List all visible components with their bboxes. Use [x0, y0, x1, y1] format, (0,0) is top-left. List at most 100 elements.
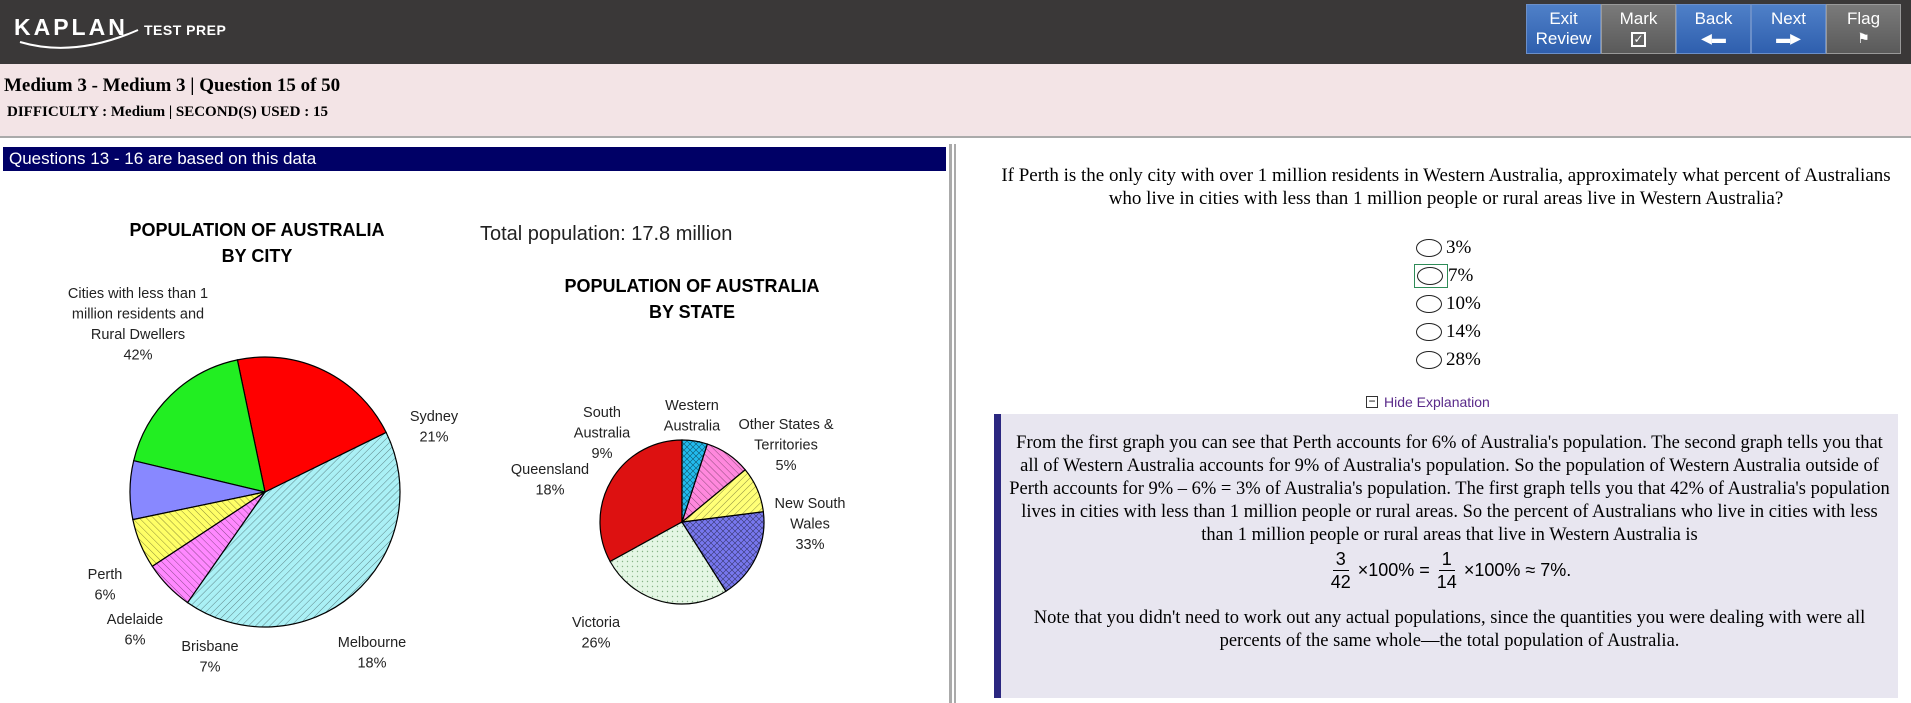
slice-value-label: 6% [95, 588, 116, 604]
collapse-icon: − [1366, 395, 1378, 408]
explanation-paragraph-2: Note that you didn't need to work out an… [1033, 608, 1866, 651]
radio-button[interactable] [1416, 239, 1442, 257]
next-label: Next [1771, 9, 1806, 28]
pie-slice-pattern [682, 511, 764, 592]
difficulty-info: DIFFICULTY : Medium | SECOND(S) USED : 1… [7, 104, 328, 120]
exit-review-button[interactable]: Exit Review [1526, 4, 1601, 54]
logo-wordmark: KAPLAN [14, 14, 128, 40]
slice-name-label: Wales [790, 517, 830, 533]
arrow-left-icon: ◀▬ [1701, 30, 1726, 46]
slice-value-label: 26% [581, 636, 610, 652]
radio-wrap-e [1414, 349, 1446, 371]
pie-slice-city-melbourne [132, 359, 266, 493]
fraction-2: 1 14 [1434, 548, 1460, 593]
radio-wrap-a [1414, 237, 1446, 259]
option-d[interactable]: 14% [1414, 318, 1481, 346]
data-pane: Questions 13 - 16 are based on this data… [0, 144, 952, 703]
formula-operator-2: ×100% ≈ 7%. [1463, 560, 1572, 580]
option-e[interactable]: 28% [1414, 346, 1481, 374]
chart-state-title: BY STATE [649, 302, 735, 322]
flag-icon: ⚑ [1857, 30, 1870, 46]
flag-label: Flag [1846, 9, 1881, 28]
slice-name-label: Cities with less than 1 [68, 286, 208, 302]
slice-value-label: 33% [795, 537, 824, 553]
slice-value-label: 42% [123, 348, 152, 364]
chart-city-title: POPULATION OF AUSTRALIA [130, 220, 385, 240]
slice-value-label: 7% [200, 660, 221, 676]
option-b[interactable]: 7% [1414, 262, 1481, 290]
slice-name-label: Territories [754, 438, 818, 454]
slice-name-label: Australia [574, 426, 631, 442]
slice-name-label: New South [775, 496, 846, 512]
slice-value-label: 5% [776, 458, 797, 474]
slice-name-label: South [583, 405, 621, 421]
slice-name-label: Brisbane [181, 639, 238, 655]
nav-buttons: Exit Review Mark ✓ Back ◀▬ Next ▬▶ Flag … [1526, 4, 1901, 54]
chart-state-title: POPULATION OF AUSTRALIA [565, 276, 820, 296]
hide-explanation-label: Hide Explanation [1384, 394, 1490, 410]
slice-value-label: 21% [419, 430, 448, 446]
option-c[interactable]: 10% [1414, 290, 1481, 318]
slice-name-label: Perth [88, 567, 123, 583]
chart-city-title: BY CITY [222, 246, 293, 266]
radio-wrap-c [1414, 293, 1446, 315]
formula-operator-1: ×100% = [1357, 560, 1430, 580]
radio-wrap-b [1414, 264, 1448, 288]
slice-name-label: million residents and [72, 307, 204, 323]
slice-name-label: Adelaide [107, 612, 163, 628]
option-label: 14% [1446, 321, 1481, 342]
pie-slice-pattern [682, 444, 746, 522]
option-label: 10% [1446, 293, 1481, 314]
logo-tagline: TEST PREP [144, 22, 227, 38]
fraction-1: 3 42 [1328, 548, 1354, 593]
answer-options: 3% 7% 10% 14% 28% [1414, 234, 1481, 374]
exit-review-label-1: Exit [1549, 9, 1578, 28]
question-header: Medium 3 - Medium 3 | Question 15 of 50 … [0, 64, 1911, 138]
back-label: Back [1694, 9, 1733, 28]
slice-name-label: Queensland [511, 462, 589, 478]
radio-wrap-d [1414, 321, 1446, 343]
option-label: 7% [1448, 265, 1474, 286]
explanation-paragraph-1: From the first graph you can see that Pe… [1009, 433, 1890, 545]
question-text: If Perth is the only city with over 1 mi… [1001, 165, 1891, 209]
logo-swoosh-icon [19, 29, 139, 49]
explanation-formula: 3 42 ×100% = 1 14 ×100% ≈ 7%. [1007, 548, 1892, 593]
next-button[interactable]: Next ▬▶ [1751, 4, 1826, 54]
mark-label: Mark [1619, 9, 1658, 28]
radio-button[interactable] [1416, 323, 1442, 341]
fraction-1-numerator: 3 [1332, 548, 1349, 571]
pie-slice-pattern [610, 522, 726, 604]
exit-review-label-2: Review [1535, 29, 1592, 48]
slice-value-label: 9% [592, 446, 613, 462]
kaplan-logo: KAPLAN TEST PREP [14, 8, 244, 52]
mark-button[interactable]: Mark ✓ [1601, 4, 1676, 54]
slice-value-label: 18% [357, 656, 386, 672]
top-toolbar: KAPLAN TEST PREP Exit Review Mark ✓ Back… [0, 0, 1911, 64]
pie-slice-pattern [132, 492, 265, 567]
fraction-1-denominator: 42 [1330, 572, 1351, 592]
checkbox-icon: ✓ [1602, 29, 1675, 47]
slice-name-label: Melbourne [338, 635, 407, 651]
pie-slice-pattern [152, 492, 265, 603]
flag-button[interactable]: Flag ⚑ [1826, 4, 1901, 54]
fraction-2-numerator: 1 [1438, 548, 1455, 571]
slice-name-label: Rural Dwellers [91, 327, 185, 343]
slice-name-label: Sydney [410, 409, 459, 425]
radio-button[interactable] [1416, 351, 1442, 369]
radio-button[interactable] [1416, 295, 1442, 313]
pie-slice-pattern [682, 469, 764, 522]
option-a[interactable]: 3% [1414, 234, 1481, 262]
fraction-2-denominator: 14 [1436, 572, 1457, 592]
explanation-box: From the first graph you can see that Pe… [994, 414, 1898, 698]
hide-explanation-link[interactable]: − Hide Explanation [1366, 394, 1490, 410]
slice-name-label: Other States & [738, 417, 833, 433]
slice-value-label: 18% [535, 483, 564, 499]
slice-value-label: 6% [125, 633, 146, 649]
questions-banner: Questions 13 - 16 are based on this data [3, 147, 946, 171]
arrow-right-icon: ▬▶ [1776, 30, 1801, 46]
pie-slice-pattern [187, 432, 401, 628]
back-button[interactable]: Back ◀▬ [1676, 4, 1751, 54]
pie-slice-pattern [682, 440, 708, 522]
slice-name-label: Victoria [572, 615, 621, 631]
radio-button[interactable] [1417, 267, 1443, 285]
